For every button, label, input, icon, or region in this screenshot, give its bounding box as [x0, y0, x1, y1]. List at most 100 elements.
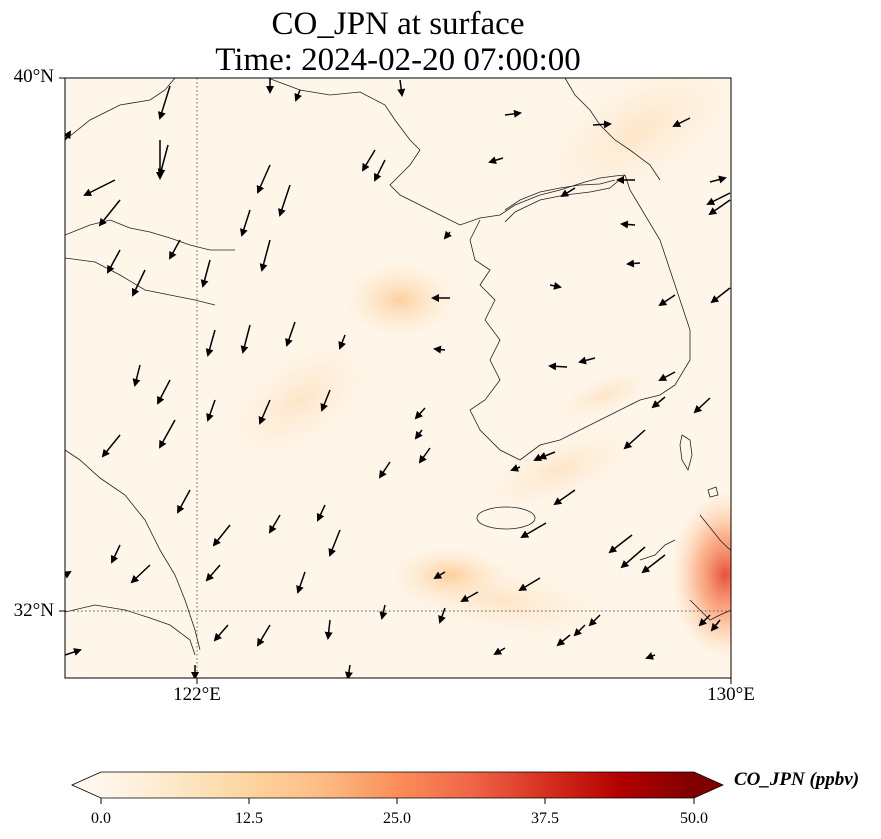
wind-arrow — [433, 345, 446, 354]
lat-label-32n: 32°N — [13, 600, 54, 621]
wind-arrow — [651, 396, 666, 409]
wind-arrow — [553, 489, 576, 506]
wind-arrow — [504, 109, 522, 118]
wind-arrow — [157, 85, 171, 120]
wind-arrow — [157, 379, 171, 405]
wind-arrow — [658, 294, 676, 307]
wind-arrow — [641, 554, 666, 574]
wind-arrow — [294, 89, 302, 102]
wind-arrow — [131, 269, 146, 297]
field-yellow-sea-center — [340, 260, 460, 340]
wind-arrow — [159, 419, 176, 449]
wind-arrow — [708, 199, 731, 216]
kyushu-coast — [639, 514, 731, 621]
yalu-river — [504, 179, 616, 211]
wind-arrow — [259, 239, 271, 272]
wind-arrow — [592, 120, 612, 129]
wind-arrow — [110, 544, 121, 564]
title-line-2: Time: 2024-02-20 07:00:00 — [215, 42, 581, 78]
wind-arrow — [414, 429, 423, 440]
wind-arrow — [698, 614, 711, 627]
colorbar-gradient — [101, 772, 694, 798]
field-kyushu-hotspot — [670, 490, 731, 660]
field-ne-band — [505, 78, 731, 227]
wind-arrow — [510, 464, 521, 472]
bohai-inner — [65, 219, 235, 251]
wind-arrow — [626, 259, 641, 268]
yangtze-estuary — [65, 604, 196, 656]
wind-arrow — [328, 529, 341, 557]
wind-arrow — [107, 249, 121, 274]
wind-arrow — [65, 130, 72, 141]
wind-arrow — [623, 429, 646, 450]
wind-arrow — [344, 664, 353, 678]
wind-arrow — [560, 187, 576, 198]
wind-arrow — [374, 159, 386, 182]
wind-arrow — [488, 156, 504, 165]
wind-arrow — [83, 179, 116, 196]
liaodong-coast — [267, 78, 626, 226]
wind-arrow — [588, 614, 601, 627]
colorbar-tick-50: 50.0 — [680, 810, 708, 827]
korea-east-coast — [624, 174, 691, 386]
wind-arrows — [65, 78, 731, 678]
lon-label-122e: 122°E — [173, 684, 221, 705]
wind-arrow — [709, 175, 727, 184]
wind-arrow — [361, 149, 376, 172]
wind-arrow — [658, 371, 676, 381]
wind-arrow — [578, 356, 596, 365]
iki-island — [707, 486, 719, 498]
wind-arrow — [130, 564, 151, 584]
wind-arrow — [285, 321, 296, 347]
wind-arrow — [378, 461, 391, 479]
wind-arrow — [320, 389, 331, 412]
wind-arrow — [98, 199, 121, 227]
colorbar-tick-25: 25.0 — [383, 810, 411, 827]
concentration-field — [65, 78, 731, 678]
gridlines — [65, 78, 731, 678]
wind-arrow — [65, 648, 82, 656]
wind-arrow — [556, 634, 571, 647]
wind-arrow — [268, 514, 281, 534]
wind-arrow — [518, 577, 541, 592]
wind-arrow — [240, 324, 251, 354]
wind-arrow — [256, 164, 271, 194]
wind-arrow — [608, 534, 633, 554]
korea-south-coast — [519, 384, 676, 461]
colorbar-tick-12-5: 12.5 — [235, 810, 263, 827]
jeju-island — [476, 506, 536, 530]
colorbar-tick-37-5: 37.5 — [531, 810, 559, 827]
wind-arrow — [256, 624, 271, 647]
colorbar-tick-0: 0.0 — [91, 810, 111, 827]
wind-arrow — [548, 362, 568, 371]
wind-arrow — [296, 571, 306, 594]
wind-arrow — [433, 571, 446, 580]
wind-arrow — [240, 209, 251, 237]
wind-arrow — [205, 329, 216, 357]
wind-arrow — [316, 504, 326, 522]
wind-arrow — [205, 564, 221, 582]
wind-arrow — [693, 397, 711, 414]
bohai-coast — [65, 78, 176, 141]
wind-arrow — [206, 399, 216, 422]
wind-arrow — [533, 453, 546, 461]
title-line-1: CO_JPN at surface — [271, 6, 525, 42]
lon-label-130e: 130°E — [707, 684, 755, 705]
wind-arrow — [710, 287, 731, 304]
wind-arrow — [620, 546, 646, 569]
wind-arrow — [710, 619, 721, 632]
wind-arrow — [438, 607, 446, 624]
wind-arrow — [549, 281, 562, 290]
wind-arrow — [324, 619, 333, 640]
wind-arrow — [379, 604, 388, 620]
field-south-coast-band — [455, 416, 665, 524]
colorbar-ticks — [100, 798, 695, 804]
tsushima-island — [679, 434, 693, 472]
wind-arrow — [212, 524, 231, 547]
field-korea-south — [538, 361, 672, 429]
wind-arrow — [573, 624, 586, 637]
wind-arrow — [177, 489, 191, 514]
colorbar-max-extend — [694, 772, 723, 798]
axis-ticks — [59, 77, 732, 684]
